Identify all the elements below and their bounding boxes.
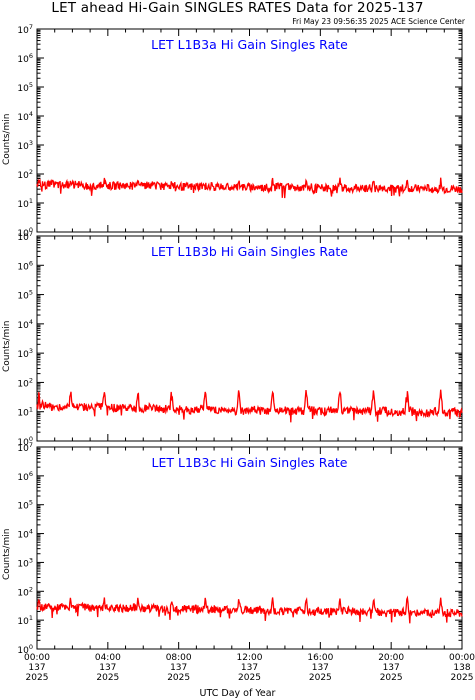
x-tick-label: 2025	[380, 673, 403, 683]
y-tick-label: 106	[17, 259, 33, 272]
x-tick-label: 137	[383, 663, 400, 673]
y-tick-label: 107	[17, 23, 33, 36]
x-tick-label: 2025	[26, 673, 49, 683]
y-tick-label: 103	[17, 139, 33, 152]
plot-frame	[36, 28, 463, 233]
panel-title: LET L1B3c Hi Gain Singles Rate	[152, 455, 348, 470]
y-tick-label: 103	[17, 556, 33, 569]
x-tick-label: 2025	[451, 673, 474, 683]
y-tick-label: 102	[17, 168, 33, 181]
y-tick-label: 104	[17, 318, 33, 331]
x-tick-label: 2025	[96, 673, 119, 683]
y-tick-label: 107	[17, 230, 33, 243]
y-tick-label: 103	[17, 347, 33, 360]
x-tick-label: 137	[312, 663, 329, 673]
x-tick-label: 2025	[167, 673, 190, 683]
x-tick-label: 137	[99, 663, 116, 673]
y-tick-label: 105	[17, 499, 33, 512]
y-tick-label: 104	[17, 528, 33, 541]
y-tick-label: 102	[17, 585, 33, 598]
x-tick-label: 138	[453, 663, 470, 673]
y-tick-label: 105	[17, 81, 33, 94]
y-tick-label: 104	[17, 110, 33, 123]
y-tick-label: 100	[17, 643, 33, 656]
x-tick-label: 137	[170, 663, 187, 673]
y-tick-label: 100	[17, 435, 33, 448]
y-tick-label: 101	[17, 614, 33, 627]
y-tick-label: 101	[17, 197, 33, 210]
x-tick-label: 137	[28, 663, 45, 673]
y-tick-label: 106	[17, 470, 33, 483]
y-tick-label: 106	[17, 52, 33, 65]
x-tick-label: 2025	[238, 673, 261, 683]
x-axis-title: UTC Day of Year	[199, 688, 276, 699]
x-tick-label: 20:00	[378, 653, 404, 663]
panel-title: LET L1B3a Hi Gain Singles Rate	[151, 37, 348, 52]
x-tick-label: 00:00	[449, 653, 475, 663]
y-tick-label: 102	[17, 376, 33, 389]
y-tick-label: 101	[17, 406, 33, 419]
y-tick-label: 107	[17, 441, 33, 454]
y-tick-label: 100	[17, 226, 33, 239]
x-tick-label: 16:00	[307, 653, 333, 663]
panel-title: LET L1B3b Hi Gain Singles Rate	[151, 244, 348, 259]
y-tick-label: 105	[17, 289, 33, 302]
plot-frame	[36, 446, 463, 650]
series-line	[36, 177, 463, 199]
x-tick-label: 12:00	[237, 653, 263, 663]
generated-timestamp: Fri May 23 09:56:35 2025 ACE Science Cen…	[292, 17, 465, 26]
x-tick-label: 08:00	[166, 653, 192, 663]
chart-title: LET ahead Hi-Gain SINGLES RATES Data for…	[51, 0, 424, 16]
x-tick-label: 00:00	[24, 653, 50, 663]
series-line	[36, 389, 463, 423]
x-tick-label: 04:00	[95, 653, 121, 663]
x-tick-label: 137	[241, 663, 258, 673]
series-line	[36, 595, 463, 624]
x-tick-label: 2025	[309, 673, 332, 683]
